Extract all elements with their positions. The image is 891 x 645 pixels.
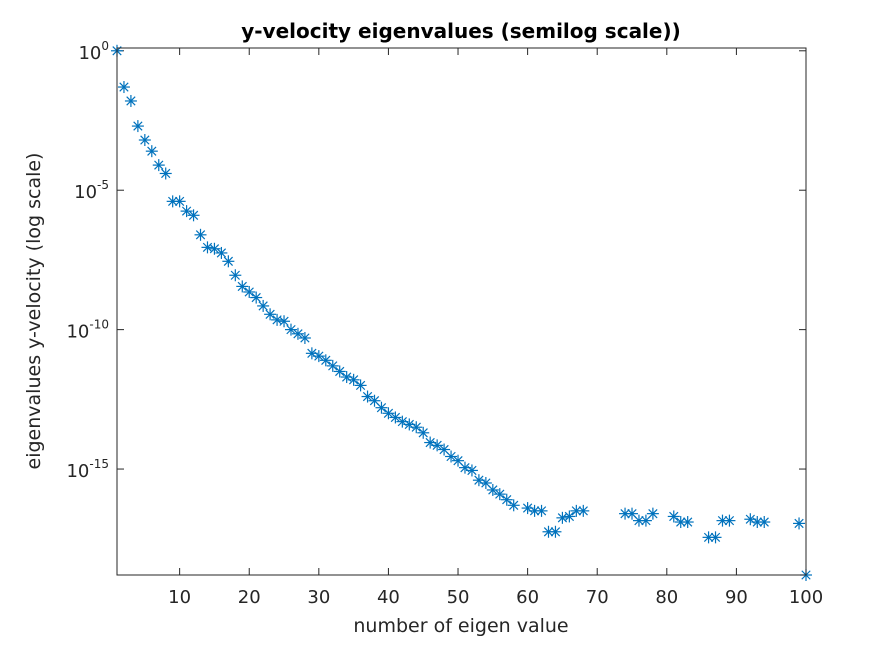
data-point	[145, 145, 158, 158]
data-point	[528, 504, 541, 517]
y-tick-label: 10-15	[66, 457, 109, 482]
x-tick-label: 70	[586, 587, 609, 608]
data-point	[389, 411, 402, 424]
x-tick-label: 20	[238, 587, 261, 608]
data-point	[563, 510, 576, 523]
data-point	[222, 255, 235, 268]
plot-area	[117, 48, 806, 575]
data-point	[298, 331, 311, 344]
data-point	[486, 483, 499, 496]
x-tick-label: 10	[168, 587, 191, 608]
data-point	[333, 365, 346, 378]
data-point	[278, 315, 291, 328]
data-point	[291, 327, 304, 340]
data-point	[500, 493, 513, 506]
y-tick-exponent: 0	[101, 39, 109, 53]
x-tick-label: 30	[307, 587, 330, 608]
y-tick-label: 10-10	[66, 318, 109, 343]
axes-frame	[116, 47, 807, 576]
data-point	[361, 390, 374, 403]
y-tick-exponent: -15	[89, 457, 109, 471]
data-point	[152, 159, 165, 172]
data-point	[626, 507, 639, 520]
y-tick-base: 10	[66, 322, 89, 343]
data-point	[131, 120, 144, 133]
data-point	[326, 359, 339, 372]
data-point	[138, 134, 151, 147]
y-tick-exponent: -10	[89, 318, 109, 332]
data-point	[681, 516, 694, 529]
data-point	[257, 299, 270, 312]
y-tick-base: 10	[66, 461, 89, 482]
data-point	[667, 510, 680, 523]
data-point	[445, 450, 458, 463]
data-point	[716, 514, 729, 527]
data-point	[758, 516, 771, 529]
data-point	[194, 228, 207, 241]
data-point	[417, 426, 430, 439]
y-tick-exponent: -5	[97, 178, 109, 192]
x-tick-label: 100	[789, 587, 823, 608]
data-point	[507, 499, 520, 512]
data-point	[284, 323, 297, 336]
data-point	[570, 504, 583, 517]
data-point	[124, 94, 137, 107]
y-axis-label: eigenvalues y-velocity (log scale)	[23, 153, 45, 470]
data-point	[208, 242, 221, 255]
data-point	[117, 81, 130, 94]
data-point	[187, 209, 200, 222]
data-point	[264, 308, 277, 321]
y-tick-base: 10	[78, 43, 101, 64]
data-point	[312, 350, 325, 363]
x-tick-label: 60	[516, 587, 539, 608]
data-markers	[111, 44, 812, 581]
data-point	[793, 517, 806, 530]
data-point	[347, 373, 360, 386]
data-point	[382, 407, 395, 420]
data-point	[709, 531, 722, 544]
data-point	[180, 205, 193, 218]
x-tick-label: 50	[447, 587, 470, 608]
data-point	[577, 504, 590, 517]
data-point	[354, 379, 367, 392]
data-point	[236, 280, 249, 293]
data-point	[243, 285, 256, 298]
data-point	[319, 354, 332, 367]
data-point	[410, 421, 423, 434]
data-point	[215, 246, 228, 259]
data-point	[229, 269, 242, 282]
data-point	[159, 167, 172, 180]
data-point	[723, 514, 736, 527]
y-tick-label: 10-5	[74, 178, 109, 203]
data-point	[465, 464, 478, 477]
x-tick-label: 80	[655, 587, 678, 608]
data-point	[549, 525, 562, 538]
x-tick-label: 90	[725, 587, 748, 608]
data-point	[375, 401, 388, 414]
data-point	[646, 507, 659, 520]
data-point	[173, 195, 186, 208]
x-axis-label: number of eigen value	[353, 615, 568, 637]
x-tick-label: 40	[377, 587, 400, 608]
chart-title: y-velocity eigenvalues (semilog scale))	[241, 19, 681, 43]
data-point	[535, 504, 548, 517]
data-point	[250, 291, 263, 304]
data-point	[493, 488, 506, 501]
y-tick-label: 100	[78, 39, 109, 64]
y-tick-base: 10	[74, 182, 97, 203]
data-point	[431, 439, 444, 452]
